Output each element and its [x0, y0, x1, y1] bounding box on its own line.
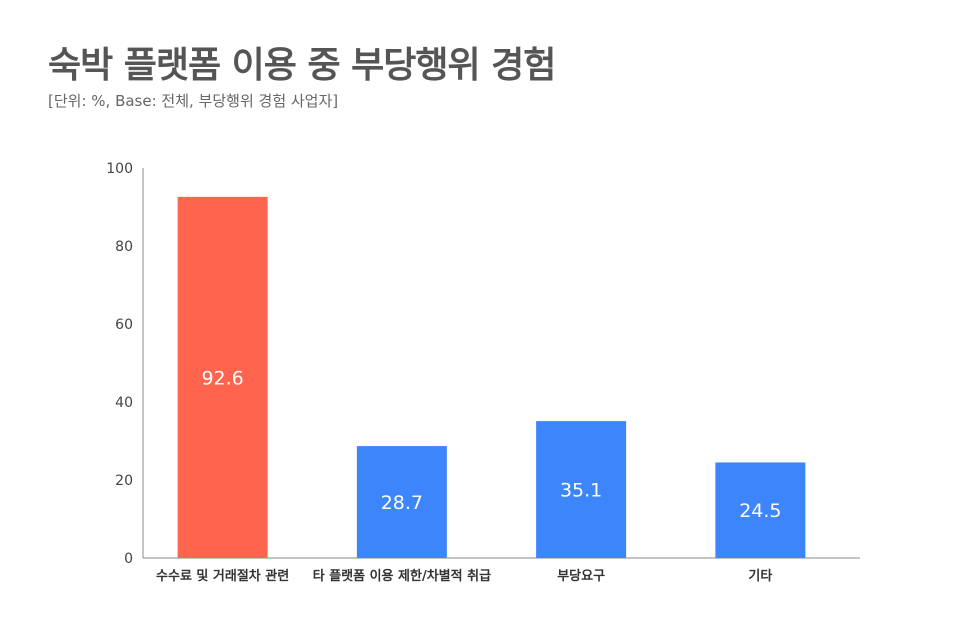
category-labels: 수수료 및 거래절차 관련 타 플랫폼 이용 제한/차별적 취급 부당요구 기타	[156, 568, 772, 584]
x-category-label: 부당요구	[557, 568, 605, 584]
data-label: 35.1	[560, 480, 602, 502]
y-tick-label: 40	[115, 395, 133, 411]
data-label: 24.5	[739, 500, 781, 522]
bar	[177, 196, 268, 559]
data-label: 92.6	[201, 367, 243, 389]
y-tick-label: 60	[115, 317, 133, 333]
y-tick-label: 80	[115, 239, 133, 255]
data-label: 28.7	[381, 492, 423, 514]
x-category-label: 타 플랫폼 이용 제한/차별적 취급	[313, 568, 491, 584]
bars	[177, 196, 806, 559]
y-tick-label: 0	[124, 551, 133, 567]
y-tick-label: 20	[115, 473, 133, 489]
y-axis-ticks: 0 20 40 60 80 100	[106, 161, 133, 567]
bar	[536, 421, 627, 558]
data-labels: 92.6 28.7 35.1 24.5	[201, 367, 781, 522]
x-category-label: 수수료 및 거래절차 관련	[156, 568, 289, 584]
x-category-label: 기타	[748, 568, 772, 584]
bar	[715, 462, 806, 558]
y-tick-label: 100	[106, 161, 133, 177]
bar	[356, 446, 447, 558]
chart-subtitle: [단위: %, Base: 전체, 부당행위 경험 사업자]	[48, 92, 339, 110]
chart-title: 숙박 플랫폼 이용 중 부당행위 경험	[48, 45, 556, 86]
